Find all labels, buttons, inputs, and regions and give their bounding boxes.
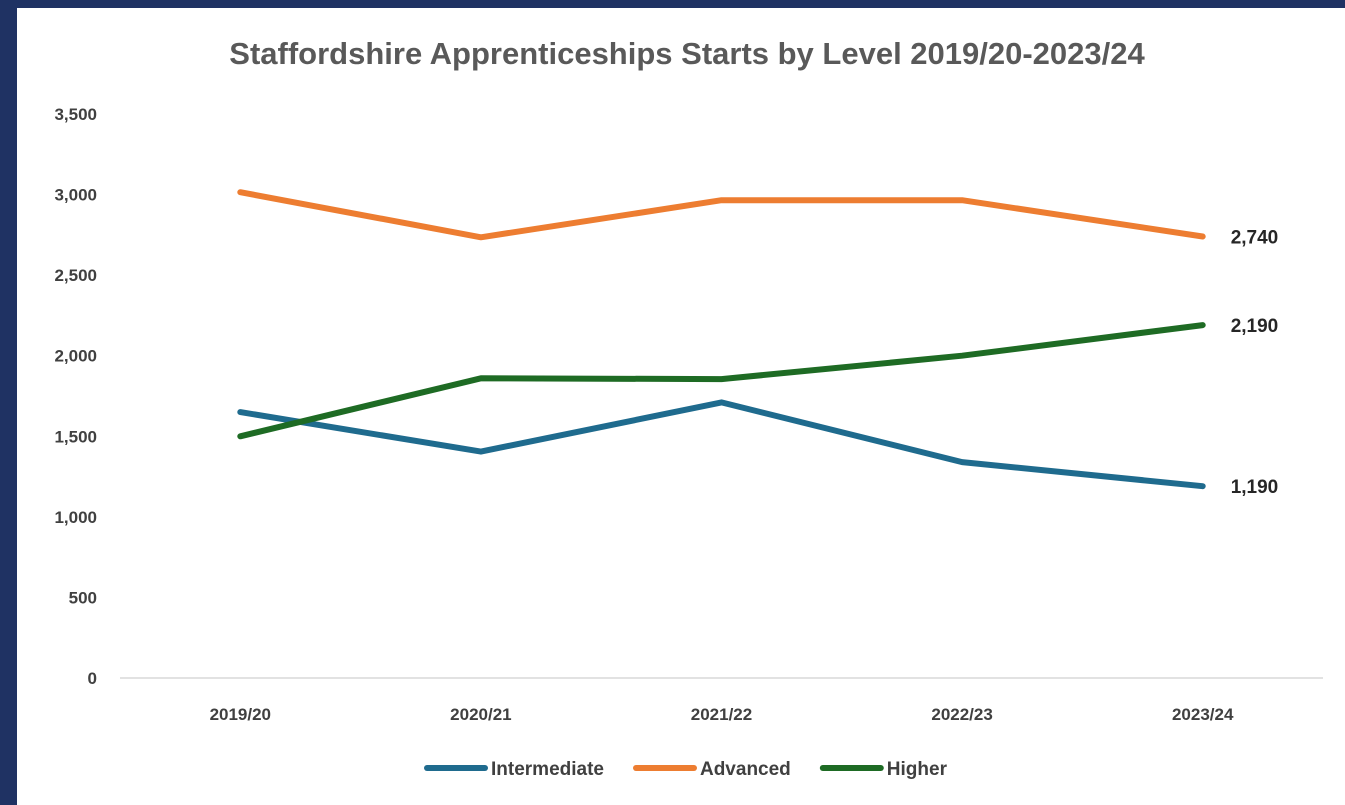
x-axis: 2019/20 2020/21 2021/22 2022/23 2023/24 — [210, 705, 1234, 724]
y-tick-label: 2,000 — [54, 347, 97, 366]
chart-title: Staffordshire Apprenticeships Starts by … — [229, 36, 1145, 71]
y-axis: 0 500 1,000 1,500 2,000 2,500 3,000 3,500 — [54, 105, 97, 688]
y-tick-label: 1,000 — [54, 508, 97, 527]
x-tick-label: 2023/24 — [1172, 705, 1234, 724]
y-tick-label: 1,500 — [54, 427, 97, 446]
series-line-intermediate — [237, 399, 1206, 490]
data-label-advanced: 2,740 — [1231, 227, 1279, 248]
legend-label: Intermediate — [491, 759, 604, 780]
x-tick-label: 2021/22 — [691, 705, 752, 724]
line-chart: Staffordshire Apprenticeships Starts by … — [54, 36, 1323, 780]
data-label-intermediate: 1,190 — [1231, 477, 1279, 498]
y-tick-label: 2,500 — [54, 266, 97, 285]
x-tick-label: 2020/21 — [450, 705, 511, 724]
legend-item-advanced: Advanced — [632, 759, 791, 780]
data-labels: 1,190 2,740 2,190 — [1231, 227, 1279, 498]
data-label-higher: 2,190 — [1231, 316, 1279, 337]
series-line-higher — [237, 322, 1206, 440]
series-lines — [237, 189, 1206, 490]
y-tick-label: 3,000 — [54, 186, 97, 205]
x-tick-label: 2022/23 — [931, 705, 992, 724]
y-tick-label: 0 — [88, 669, 97, 688]
x-tick-label: 2019/20 — [210, 705, 271, 724]
y-tick-label: 500 — [69, 588, 97, 607]
legend-item-higher: Higher — [819, 759, 948, 780]
series-line-advanced — [237, 189, 1206, 241]
legend-label: Advanced — [700, 759, 791, 780]
legend: Intermediate Advanced Higher — [424, 759, 948, 780]
chart-panel: Staffordshire Apprenticeships Starts by … — [17, 8, 1345, 805]
legend-item-intermediate: Intermediate — [424, 759, 604, 780]
legend-label: Higher — [887, 759, 948, 780]
y-tick-label: 3,500 — [54, 105, 97, 124]
